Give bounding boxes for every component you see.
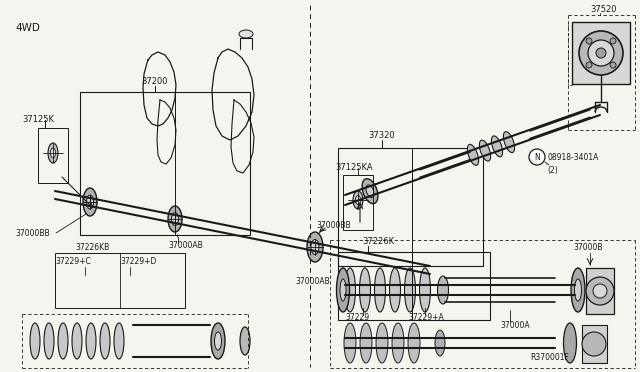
Text: 37000B: 37000B — [573, 244, 602, 253]
Ellipse shape — [172, 212, 179, 225]
Circle shape — [593, 284, 607, 298]
Circle shape — [588, 40, 614, 66]
Ellipse shape — [344, 323, 356, 363]
Circle shape — [586, 38, 592, 44]
Circle shape — [610, 62, 616, 68]
Ellipse shape — [239, 30, 253, 38]
Ellipse shape — [419, 268, 431, 312]
Ellipse shape — [374, 268, 385, 312]
Text: R370001F: R370001F — [530, 353, 569, 362]
Text: (2): (2) — [547, 167, 557, 176]
Bar — [343, 175, 373, 230]
Ellipse shape — [307, 232, 323, 262]
Ellipse shape — [360, 323, 372, 363]
Text: 37000BB: 37000BB — [15, 228, 50, 237]
Ellipse shape — [355, 196, 360, 205]
Text: 37320: 37320 — [369, 131, 396, 141]
Ellipse shape — [492, 136, 502, 157]
Ellipse shape — [211, 323, 225, 359]
Ellipse shape — [376, 323, 388, 363]
Text: 37000A: 37000A — [500, 321, 530, 330]
Ellipse shape — [58, 323, 68, 359]
Ellipse shape — [83, 188, 97, 216]
Bar — [80, 92, 250, 235]
Ellipse shape — [48, 143, 58, 163]
Ellipse shape — [86, 323, 96, 359]
Circle shape — [529, 149, 545, 165]
Ellipse shape — [362, 179, 378, 203]
Text: 37125K: 37125K — [22, 115, 54, 125]
Ellipse shape — [438, 276, 449, 304]
Text: 37229+D: 37229+D — [120, 257, 156, 266]
Ellipse shape — [575, 279, 582, 301]
Ellipse shape — [392, 323, 404, 363]
Text: 37000AB: 37000AB — [168, 241, 203, 250]
Ellipse shape — [44, 323, 54, 359]
Text: 37226K: 37226K — [362, 237, 394, 247]
Ellipse shape — [390, 268, 401, 312]
Text: 4WD: 4WD — [15, 23, 40, 33]
Bar — [338, 148, 483, 266]
Ellipse shape — [51, 148, 56, 158]
Bar — [55, 253, 185, 308]
Ellipse shape — [408, 323, 420, 363]
Ellipse shape — [168, 206, 182, 232]
Ellipse shape — [337, 268, 349, 312]
Text: 37125KA: 37125KA — [335, 164, 372, 173]
Ellipse shape — [479, 140, 491, 161]
Circle shape — [582, 332, 606, 356]
Bar — [586, 268, 614, 314]
Bar — [582, 325, 607, 363]
Ellipse shape — [214, 332, 221, 350]
Ellipse shape — [404, 268, 415, 312]
Circle shape — [586, 62, 592, 68]
Ellipse shape — [114, 323, 124, 359]
Text: 37000AB: 37000AB — [295, 278, 330, 286]
Text: 37229: 37229 — [345, 314, 369, 323]
Ellipse shape — [571, 268, 585, 312]
Ellipse shape — [344, 268, 355, 312]
Ellipse shape — [340, 279, 346, 301]
Ellipse shape — [563, 323, 577, 363]
Circle shape — [586, 277, 614, 305]
Text: 37200: 37200 — [141, 77, 168, 87]
Ellipse shape — [504, 132, 515, 153]
Bar — [38, 128, 68, 183]
Bar — [338, 252, 490, 320]
Ellipse shape — [86, 195, 93, 209]
Text: 37520: 37520 — [590, 6, 616, 15]
Text: 08918-3401A: 08918-3401A — [547, 153, 598, 161]
Ellipse shape — [467, 144, 479, 165]
Ellipse shape — [240, 327, 250, 355]
Text: 37000BB: 37000BB — [316, 221, 351, 230]
Ellipse shape — [30, 323, 40, 359]
Ellipse shape — [435, 330, 445, 356]
Circle shape — [596, 48, 606, 58]
Text: 37226KB: 37226KB — [75, 243, 109, 251]
Bar — [572, 22, 630, 84]
Text: N: N — [534, 153, 540, 161]
Ellipse shape — [366, 185, 374, 198]
Circle shape — [579, 31, 623, 75]
Ellipse shape — [311, 240, 319, 254]
Ellipse shape — [360, 268, 371, 312]
Text: 37229+A: 37229+A — [408, 314, 444, 323]
Circle shape — [610, 38, 616, 44]
Text: 37229+C: 37229+C — [55, 257, 91, 266]
Ellipse shape — [72, 323, 82, 359]
Ellipse shape — [100, 323, 110, 359]
Ellipse shape — [353, 191, 363, 209]
